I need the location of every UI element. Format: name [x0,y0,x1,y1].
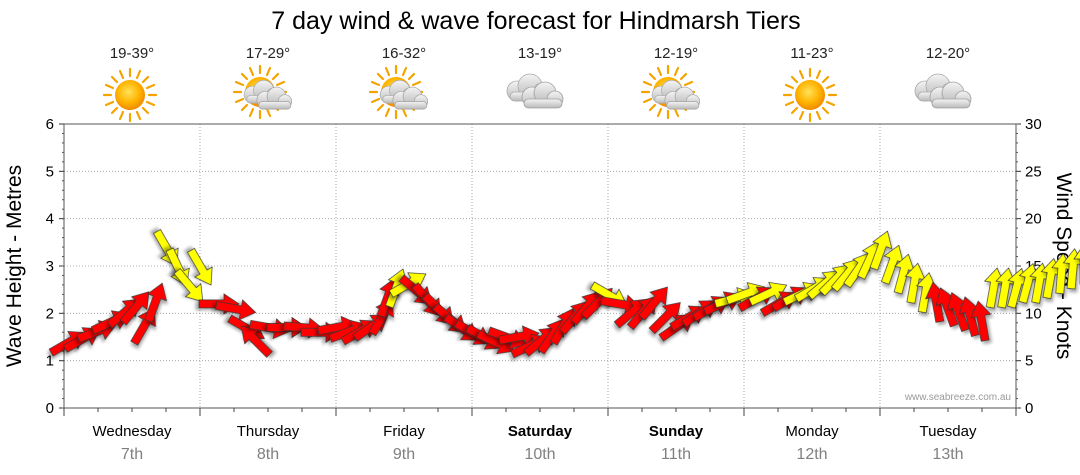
temperature-range: 13-19° [518,45,562,62]
wind-arrow [215,299,257,321]
day-date-label: 10th [524,446,555,463]
left-tick-label: 6 [46,116,54,133]
temperature-range: 12-19° [654,45,698,62]
left-tick-label: 4 [46,211,54,228]
day-date-label: 11th [661,446,691,463]
right-tick-label: 5 [1025,353,1033,370]
sun-icon [102,67,158,123]
cloud-icon [506,73,564,109]
temperature-range: 16-32° [382,45,426,62]
day-name-label: Monday [785,423,839,440]
day-labels: Wednesday 7th Thursday 8th Friday 9th Saturday… [93,423,977,463]
sun-cloud-icon [368,64,429,120]
right-tick-label: 30 [1025,116,1042,133]
day-name-label: Sunday [649,423,704,440]
day-date-label: 13th [932,446,963,463]
sun-icon [782,67,838,123]
temperature-range: 11-23° [790,45,833,62]
temperature-range: 17-29° [246,45,290,62]
day-date-label: 7th [121,446,143,463]
wind-arrow [240,325,273,358]
wind-arrows [48,229,1080,359]
wind-arrow [648,302,681,335]
day-name-label: Wednesday [93,423,172,440]
left-tick-label: 5 [46,163,54,180]
sun-cloud-icon [640,64,701,120]
wind-arrow [537,318,565,355]
wind-arrow [119,291,150,326]
wind-arrow [869,230,893,271]
weather-icons: 19-39° 17-29° 16-32° 13-19° 12-19° 11-23° 12-2… [102,45,972,123]
day-date-label: 8th [257,446,279,463]
right-tick-label: 10 [1025,305,1042,322]
wind-arrow [970,300,992,342]
left-tick-label: 3 [46,258,54,275]
left-tick-label: 2 [46,305,54,322]
right-tick-label: 20 [1025,211,1042,228]
temperature-range: 12-20° [926,45,970,62]
left-tick-label: 0 [46,400,54,417]
cloud-icon [914,73,972,109]
watermark: www.seabreeze.com.au [904,392,1011,403]
wind-arrow [638,286,668,321]
day-name-label: Tuesday [920,423,977,440]
right-tick-label: 0 [1025,400,1033,417]
day-date-label: 12th [796,446,827,463]
wind-arrow [187,247,213,286]
wind-arrow [1073,249,1080,285]
day-date-label: 9th [393,446,415,463]
day-name-label: Saturday [508,423,573,440]
wind-arrow [173,268,204,303]
day-name-label: Friday [383,423,425,440]
chart-title: 7 day wind & wave forecast for Hindmarsh… [271,7,800,35]
day-name-label: Thursday [237,423,300,440]
left-tick-label: 1 [46,353,54,370]
left-axis-title: Wave Height - Metres [3,165,26,367]
temperature-range: 19-39° [110,45,154,62]
wind-arrow [144,282,167,323]
right-tick-label: 25 [1025,163,1042,180]
sun-cloud-icon [232,64,293,120]
